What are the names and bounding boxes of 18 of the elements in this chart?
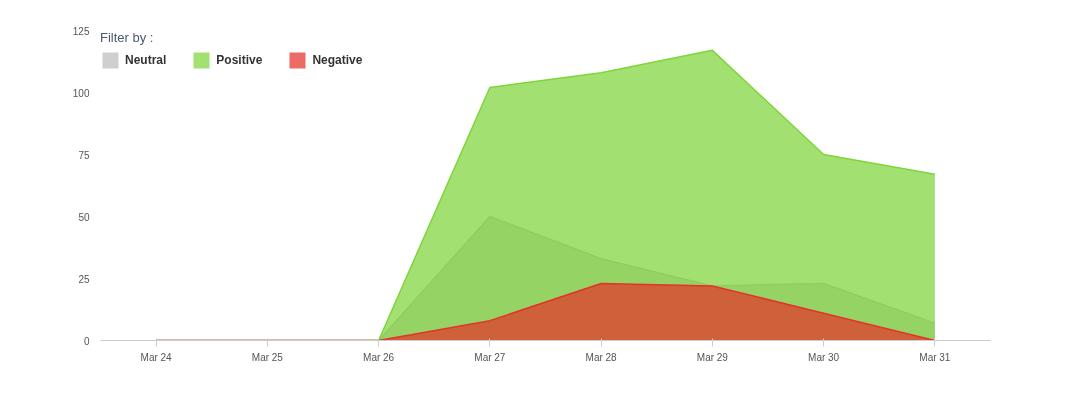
legend-label: Negative — [312, 53, 363, 67]
legend-label: Positive — [216, 53, 263, 67]
legend-label: Neutral — [125, 53, 167, 67]
x-tick-label: Mar 29 — [696, 351, 729, 363]
y-tick-label: 25 — [78, 273, 90, 285]
x-tick-label: Mar 26 — [363, 351, 395, 363]
y-tick-label: 50 — [78, 211, 90, 223]
x-tick-label: Mar 28 — [585, 351, 618, 363]
x-tick-label: Mar 25 — [251, 351, 284, 363]
y-tick-label: 0 — [83, 335, 90, 347]
x-tick-label: Mar 24 — [140, 351, 173, 363]
y-tick-label: 100 — [72, 87, 90, 99]
legend-title: Filter by : — [100, 30, 155, 45]
x-tick-label: Mar 31 — [919, 351, 951, 363]
y-tick-label: 75 — [78, 149, 90, 161]
x-tick-label: Mar 30 — [808, 351, 840, 363]
x-tick-label: Mar 27 — [474, 351, 506, 363]
y-tick-label: 125 — [72, 25, 90, 37]
